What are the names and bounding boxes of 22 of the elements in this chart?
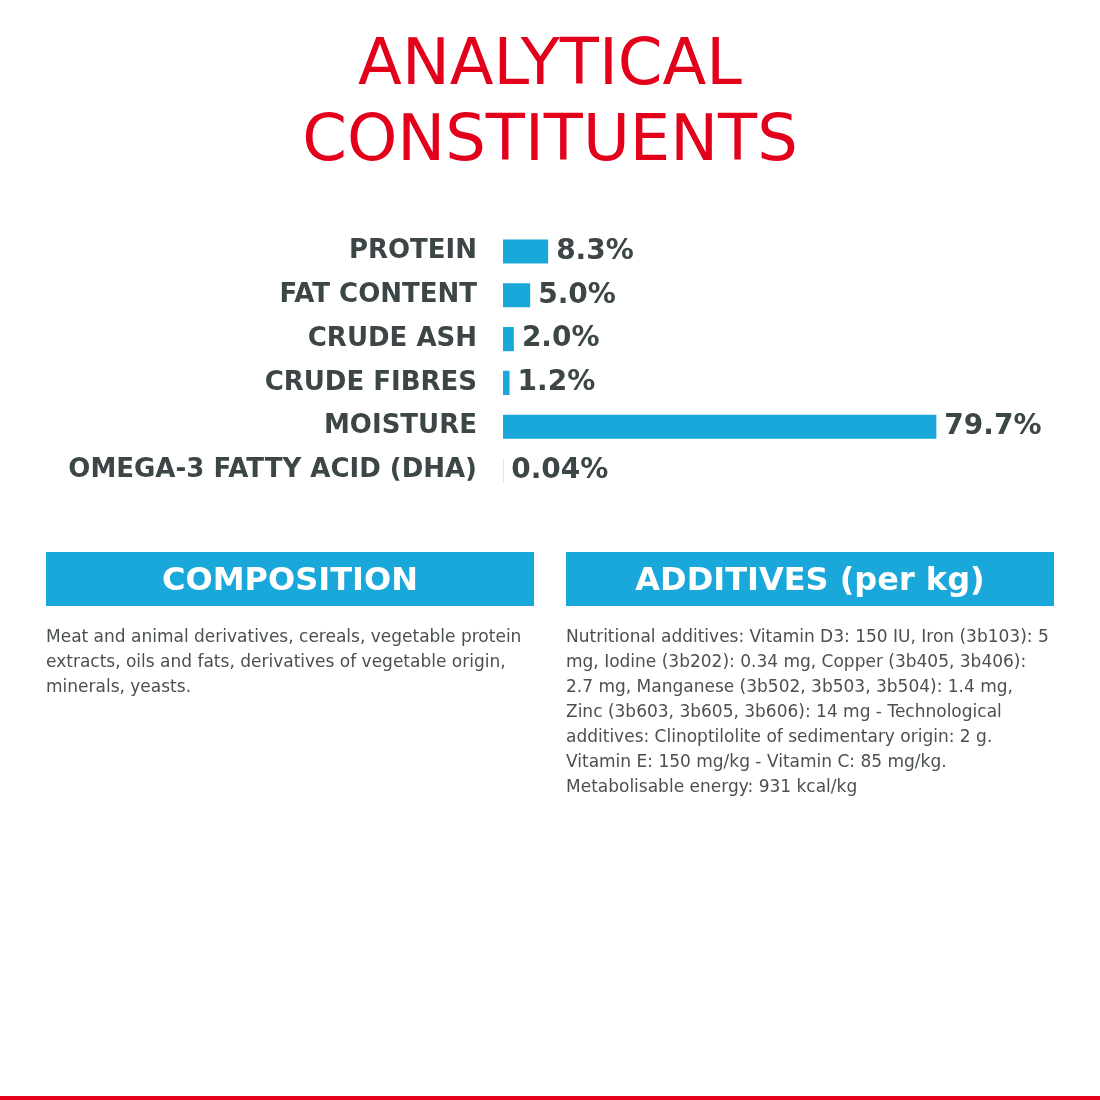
data-label: 8.3% (556, 232, 634, 266)
data-label: 79.7% (944, 407, 1042, 441)
data-label: 5.0% (538, 276, 616, 310)
bar (503, 239, 549, 264)
text: Nutritional additives: Vitamin D3: 150 IU, Iron (3b103): 5 mg, Iodine (3b202): 0.34 mg, Copper (3b405, 3b406): 2.7 mg, Manganese (3b502, 3b503, 3b504): 1.4 mg, Zinc (3b603, 3b605, 3b606): 14 mg - Technological additives: Clinoptilolite of sedimentary origin: 2 g. Vitamin E: 150 mg/kg - Vitamin C: 85 mg/kg. Metabolisable energy: 931 kcal/kg (566, 625, 1050, 798)
text: Meat and animal derivatives, cereals, vegetable protein extracts, oils and fats, derivatives of vegetable origin, minerals, yeasts. (46, 625, 523, 698)
y-tick-label: PROTEIN (348, 234, 477, 265)
data-label: 1.2% (517, 364, 596, 398)
y-tick-label: FAT CONTENT (279, 278, 478, 309)
bar (503, 327, 514, 352)
chart-title: ANALYTICAL CONSTITUENTS (301, 24, 799, 176)
y-tick-label: MOISTURE (323, 409, 477, 440)
data-label: 0.04% (511, 451, 609, 485)
bar (503, 283, 531, 308)
y-tick-label: CRUDE FIBRES (264, 365, 477, 396)
bar (503, 370, 510, 395)
y-tick-label: CRUDE ASH (307, 321, 477, 352)
y-tick-label: OMEGA-3 FATTY ACID (DHA) (68, 453, 477, 484)
bar (503, 414, 937, 439)
text: COMPOSITION (46, 552, 534, 606)
text: ADDITIVES (per kg) (566, 552, 1054, 606)
data-label: 2.0% (521, 320, 600, 354)
